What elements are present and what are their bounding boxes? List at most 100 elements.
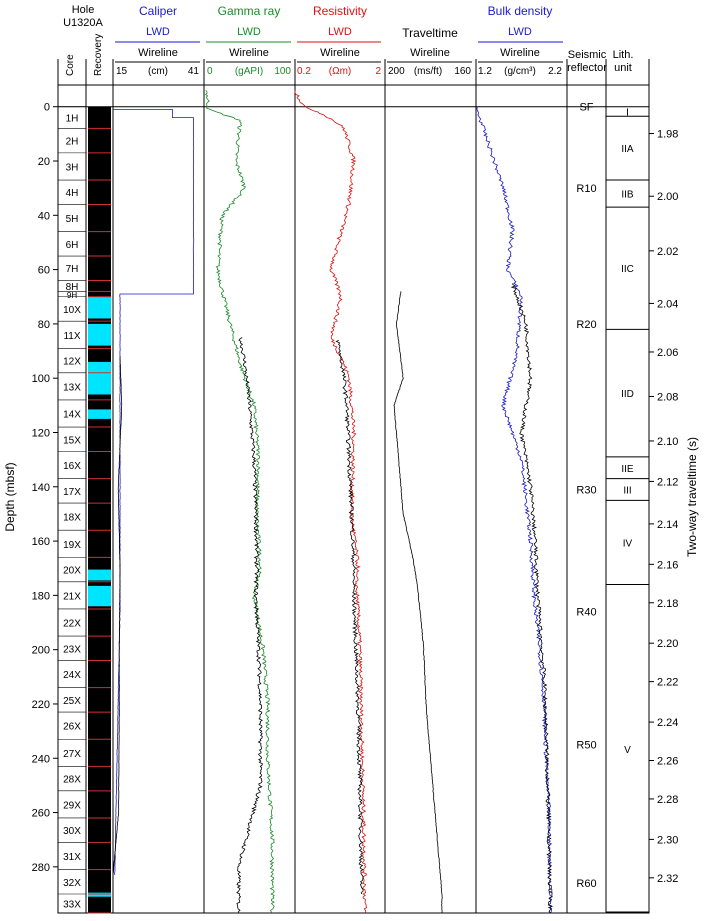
- core-label: 2H: [66, 137, 79, 148]
- core-label: 12X: [63, 357, 81, 368]
- core-label: 14X: [63, 409, 81, 420]
- lith-unit-label: IV: [623, 538, 633, 549]
- seismic-reflector-label: R60: [576, 878, 596, 890]
- log-content: 0204060801001201401601802002202402602801…: [32, 41, 678, 914]
- track-resistivity-header: Resistivity LWD Wireline 0.2 (Ωm) 2: [297, 4, 381, 77]
- twt-tick-label: 2.28: [657, 794, 678, 806]
- log-curve-wireline: [510, 283, 553, 914]
- twt-tick-label: 2.10: [657, 436, 678, 448]
- lith-unit-label: IID: [621, 389, 634, 400]
- track-lwd-label: LWD: [508, 26, 532, 38]
- twt-tick-label: 2.16: [657, 559, 678, 571]
- track-min: 0.2: [297, 66, 311, 77]
- hole-label: Hole: [72, 4, 95, 16]
- twt-tick-label: 2.00: [657, 191, 678, 203]
- twt-tick-label: 2.20: [657, 638, 678, 650]
- seismic-reflector-label: R10: [576, 183, 596, 195]
- depth-tick-label: 0: [44, 102, 50, 114]
- core-label: 7H: [66, 264, 79, 275]
- core-label: 18X: [63, 513, 81, 524]
- twt-tick-label: 2.12: [657, 476, 678, 488]
- track-max: 2.2: [548, 66, 562, 77]
- track-unit: (gAPI): [235, 66, 263, 77]
- core-label: 29X: [63, 800, 81, 811]
- twt-tick-label: 2.22: [657, 677, 678, 689]
- track-density-header: Bulk density LWD Wireline 1.2 (g/cm³) 2.…: [478, 4, 562, 77]
- depth-tick-label: 20: [38, 156, 50, 168]
- track-traveltime-header: Traveltime Wireline 200 (ms/ft) 160: [388, 26, 471, 77]
- twt-tick-label: 2.24: [657, 717, 678, 729]
- track-lwd-label: LWD: [328, 26, 352, 38]
- seismic-reflector-label: R20: [576, 319, 596, 331]
- twt-tick-label: 2.02: [657, 246, 678, 258]
- core-label: 4H: [66, 188, 79, 199]
- recovery-gap: [88, 892, 111, 897]
- twt-tick-label: 2.04: [657, 298, 678, 310]
- log-curve-wireline: [236, 337, 263, 914]
- twt-tick-label: 2.32: [657, 873, 678, 885]
- track-max: 160: [454, 66, 471, 77]
- track-max: 2: [375, 66, 381, 77]
- log-curve-lwd: [294, 90, 368, 914]
- seismic-reflector-label: R30: [576, 484, 596, 496]
- track-title: Gamma ray: [218, 4, 281, 18]
- lith-unit-label: IIA: [621, 144, 634, 155]
- depth-tick-label: 240: [32, 753, 50, 765]
- track-min: 0: [207, 66, 213, 77]
- core-label: 20X: [63, 566, 81, 577]
- lith-unit-label: IIE: [621, 464, 634, 475]
- track-title: Resistivity: [313, 4, 367, 18]
- seismic-reflector-label: R50: [576, 740, 596, 752]
- depth-axis-label: Depth (mbsf): [3, 462, 17, 531]
- track-lwd-label: LWD: [237, 26, 261, 38]
- twt-tick-label: 2.08: [657, 391, 678, 403]
- lith-unit-label: III: [623, 485, 631, 496]
- depth-tick-label: 180: [32, 590, 50, 602]
- core-header: Core: [65, 54, 76, 76]
- lith-unit-label: IIB: [621, 190, 634, 201]
- core-label: 31X: [63, 852, 81, 863]
- recovery-bar: [88, 106, 111, 914]
- core-label: 8H: [66, 282, 79, 293]
- seismic-header-2: reflector: [567, 62, 607, 74]
- depth-tick-label: 60: [38, 265, 50, 277]
- core-label: 33X: [63, 899, 81, 910]
- core-label: 30X: [63, 826, 81, 837]
- depth-tick-label: 80: [38, 319, 50, 331]
- track-caliper-header: Caliper LWD Wireline 15 (cm) 41: [116, 4, 199, 77]
- core-label: 13X: [63, 382, 81, 393]
- seismic-header-1: Seismic: [568, 49, 607, 61]
- lith-unit-label: I: [626, 107, 629, 118]
- track-title: Bulk density: [488, 4, 553, 18]
- track-unit: (g/cm³): [504, 66, 536, 77]
- log-curve-lwd: [204, 90, 275, 914]
- log-curve-wireline: [335, 339, 364, 895]
- core-label: 24X: [63, 670, 81, 681]
- track-gamma-header: Gamma ray LWD Wireline 0 (gAPI) 100: [207, 4, 291, 77]
- recovery-gap: [88, 296, 111, 319]
- track-min: 1.2: [478, 66, 492, 77]
- lith-header-1: Lith.: [613, 49, 634, 61]
- core-label: 26X: [63, 722, 81, 733]
- core-label: 17X: [63, 487, 81, 498]
- track-unit: (ms/ft): [414, 66, 442, 77]
- core-label: 3H: [66, 162, 79, 173]
- track-min: 200: [388, 66, 405, 77]
- twt-tick-label: 2.14: [657, 519, 678, 531]
- track-max: 41: [188, 66, 200, 77]
- recovery-header: Recovery: [93, 34, 104, 76]
- twt-tick-label: 2.30: [657, 834, 678, 846]
- depth-tick-label: 200: [32, 645, 50, 657]
- twt-tick-label: 2.18: [657, 598, 678, 610]
- track-unit: (Ωm): [329, 66, 351, 77]
- track-wireline-label: Wireline: [500, 47, 540, 59]
- recovery-gap: [88, 361, 111, 395]
- recovery-gap: [88, 323, 111, 346]
- twt-tick-label: 1.98: [657, 129, 678, 141]
- core-label: 6H: [66, 240, 79, 251]
- seismic-reflector-label: R40: [576, 607, 596, 619]
- lith-unit-label: V: [624, 745, 631, 756]
- core-label: 28X: [63, 775, 81, 786]
- twt-axis-label: Two-way traveltime (s): [685, 437, 699, 557]
